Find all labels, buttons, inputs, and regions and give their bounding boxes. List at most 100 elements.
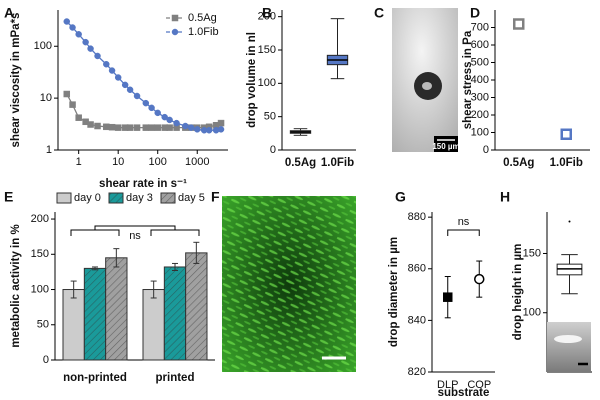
marker [154, 124, 161, 131]
y-tick-label: 600 [471, 39, 489, 51]
marker [69, 101, 76, 108]
marker [63, 18, 71, 25]
panel-letter: F [211, 189, 220, 205]
marker [148, 104, 155, 112]
marker [69, 24, 76, 31]
y-tick-label: 150 [31, 248, 49, 260]
y-axis-label: shear stress in Pa [462, 30, 474, 129]
marker [94, 122, 101, 130]
y-tick-label: 300 [471, 91, 489, 103]
x-axis-label: shear rate in s⁻¹ [99, 178, 187, 190]
y-tick-label: 200 [258, 11, 276, 23]
y-tick-label: 200 [471, 109, 489, 121]
bar [142, 289, 165, 361]
y-tick-label: 200 [31, 213, 49, 225]
bar-hatch [164, 266, 186, 360]
marker [173, 119, 180, 127]
x-tick-label: non-printed [63, 372, 127, 384]
marker [94, 52, 101, 60]
legend-label: 1.0Fib [188, 26, 219, 38]
marker [171, 28, 179, 36]
y-tick-label: 50 [37, 319, 49, 331]
y-axis-label: drop height in µm [512, 244, 524, 341]
y-axis-label: drop diameter in µm [388, 237, 400, 347]
y-tick-label: 400 [471, 74, 489, 86]
image-c: 150 µm C [374, 5, 460, 152]
marker [142, 99, 150, 107]
y-tick-label: 150 [523, 247, 541, 259]
y-tick-label: 1 [46, 144, 52, 156]
x-tick-label: printed [156, 372, 195, 384]
x-tick-label: 1 [76, 156, 82, 168]
marker [75, 114, 82, 121]
y-tick-label: 100 [258, 77, 276, 89]
legend-label: 0.5Ag [188, 12, 217, 24]
y-tick-label: 0 [43, 354, 49, 366]
marker [126, 86, 134, 94]
x-tick-label: 1.0Fib [321, 157, 354, 169]
marker [560, 128, 572, 140]
y-axis-label: drop volume in nl [246, 32, 258, 128]
y-tick-label: 100 [471, 126, 489, 138]
scale-bar-label: 150 µm [432, 142, 459, 151]
drop-highlight [422, 82, 432, 90]
x-tick-label: COP [467, 379, 491, 391]
marker [161, 113, 168, 121]
legend-label: day 0 [74, 192, 101, 204]
annotation: ns [458, 216, 470, 228]
panel-letter: H [500, 189, 510, 205]
x-tick-label: 1000 [185, 156, 209, 168]
marker [133, 92, 141, 100]
legend-label: day 5 [178, 192, 205, 204]
y-tick-label: 100 [31, 283, 49, 295]
marker [513, 18, 525, 30]
annotation-bracket [447, 229, 480, 236]
panel-letter: G [395, 189, 406, 205]
panel-letter: C [374, 5, 384, 21]
marker [148, 124, 155, 131]
bar-hatch [105, 257, 127, 360]
y-tick-label: 10 [40, 92, 52, 104]
marker [87, 45, 94, 52]
legend-hatch [161, 193, 175, 203]
y-tick-label: 700 [471, 21, 489, 33]
y-tick-label: 0 [483, 144, 489, 156]
panel-letter: B [262, 5, 272, 21]
legend-label: day 3 [126, 192, 153, 204]
panel-letter: A [4, 5, 14, 21]
marker [142, 124, 150, 131]
y-tick-label: 880 [408, 211, 426, 223]
inset-drop [554, 335, 582, 343]
bar [62, 289, 85, 361]
marker [187, 124, 195, 131]
marker [108, 67, 116, 74]
marker [103, 60, 110, 68]
cell-texture [222, 196, 356, 372]
marker [182, 122, 189, 130]
y-axis-label: shear viscosity in mPa*s [10, 13, 22, 148]
marker [171, 14, 179, 22]
marker [166, 116, 173, 124]
marker [75, 31, 82, 38]
y-tick-label: 150 [258, 44, 276, 56]
overlay [547, 322, 591, 372]
marker [63, 90, 71, 98]
marker [121, 81, 129, 89]
x-tick-label: 1.0Fib [550, 157, 583, 169]
y-tick-label: 100 [523, 307, 541, 319]
panel-letter: D [470, 5, 480, 21]
marker [166, 124, 173, 131]
x-tick-label: 0.5Ag [285, 157, 316, 169]
x-tick-label: DLP [437, 379, 458, 391]
x-axis-label: substrate [438, 387, 490, 399]
marker [474, 273, 485, 285]
image-f: F [211, 189, 356, 372]
marker [443, 292, 453, 302]
y-tick-label: 100 [34, 40, 52, 52]
y-tick-label: 860 [408, 263, 426, 275]
marker [154, 109, 161, 117]
marker [114, 74, 122, 81]
x-tick-label: 100 [149, 156, 167, 168]
